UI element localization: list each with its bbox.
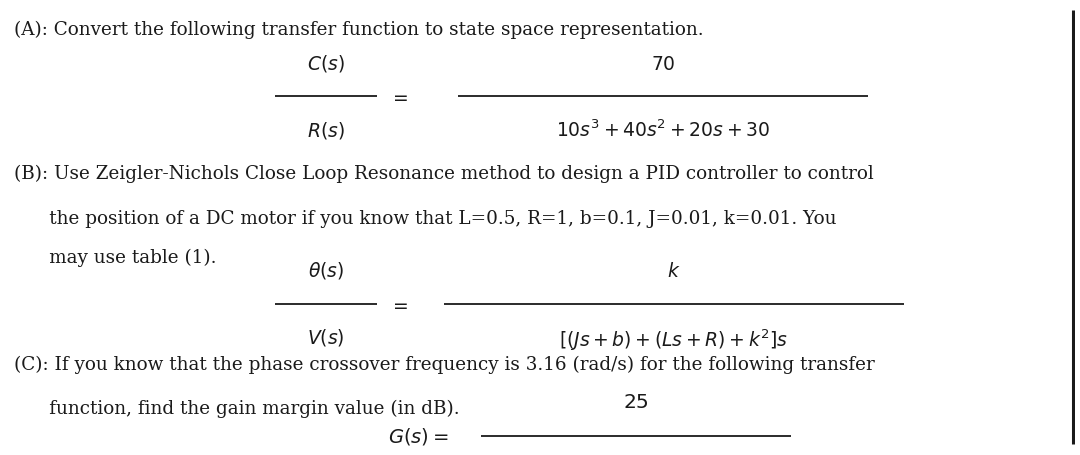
Text: $10s^3 + 40s^2 + 20s + 30$: $10s^3 + 40s^2 + 20s + 30$: [556, 119, 770, 141]
Text: (C): If you know that the phase crossover frequency is 3.16 (rad/s) for the foll: (C): If you know that the phase crossove…: [14, 354, 875, 373]
Text: $C(s)$: $C(s)$: [307, 52, 346, 73]
Text: $25$: $25$: [623, 392, 649, 411]
Text: $[(Js + b) + (Ls + R) + k^2]s$: $[(Js + b) + (Ls + R) + k^2]s$: [559, 327, 788, 352]
Text: $\theta(s)$: $\theta(s)$: [308, 260, 345, 281]
Text: may use table (1).: may use table (1).: [14, 248, 216, 266]
Text: $R(s)$: $R(s)$: [308, 119, 345, 140]
Text: $V(s)$: $V(s)$: [308, 327, 345, 348]
Text: $G(s) =$: $G(s) =$: [389, 425, 449, 446]
Text: $70$: $70$: [650, 56, 675, 73]
Text: (A): Convert the following transfer function to state space representation.: (A): Convert the following transfer func…: [14, 20, 703, 39]
Text: the position of a DC motor if you know that L=0.5, R=1, b=0.1, J=0.01, k=0.01. Y: the position of a DC motor if you know t…: [14, 209, 836, 228]
Text: function, find the gain margin value (in dB).: function, find the gain margin value (in…: [14, 399, 460, 417]
Text: $=$: $=$: [389, 88, 408, 106]
Text: $=$: $=$: [389, 295, 408, 313]
Text: $k$: $k$: [667, 262, 680, 281]
Text: (B): Use Zeigler-Nichols Close Loop Resonance method to design a PID controller : (B): Use Zeigler-Nichols Close Loop Reso…: [14, 164, 874, 182]
